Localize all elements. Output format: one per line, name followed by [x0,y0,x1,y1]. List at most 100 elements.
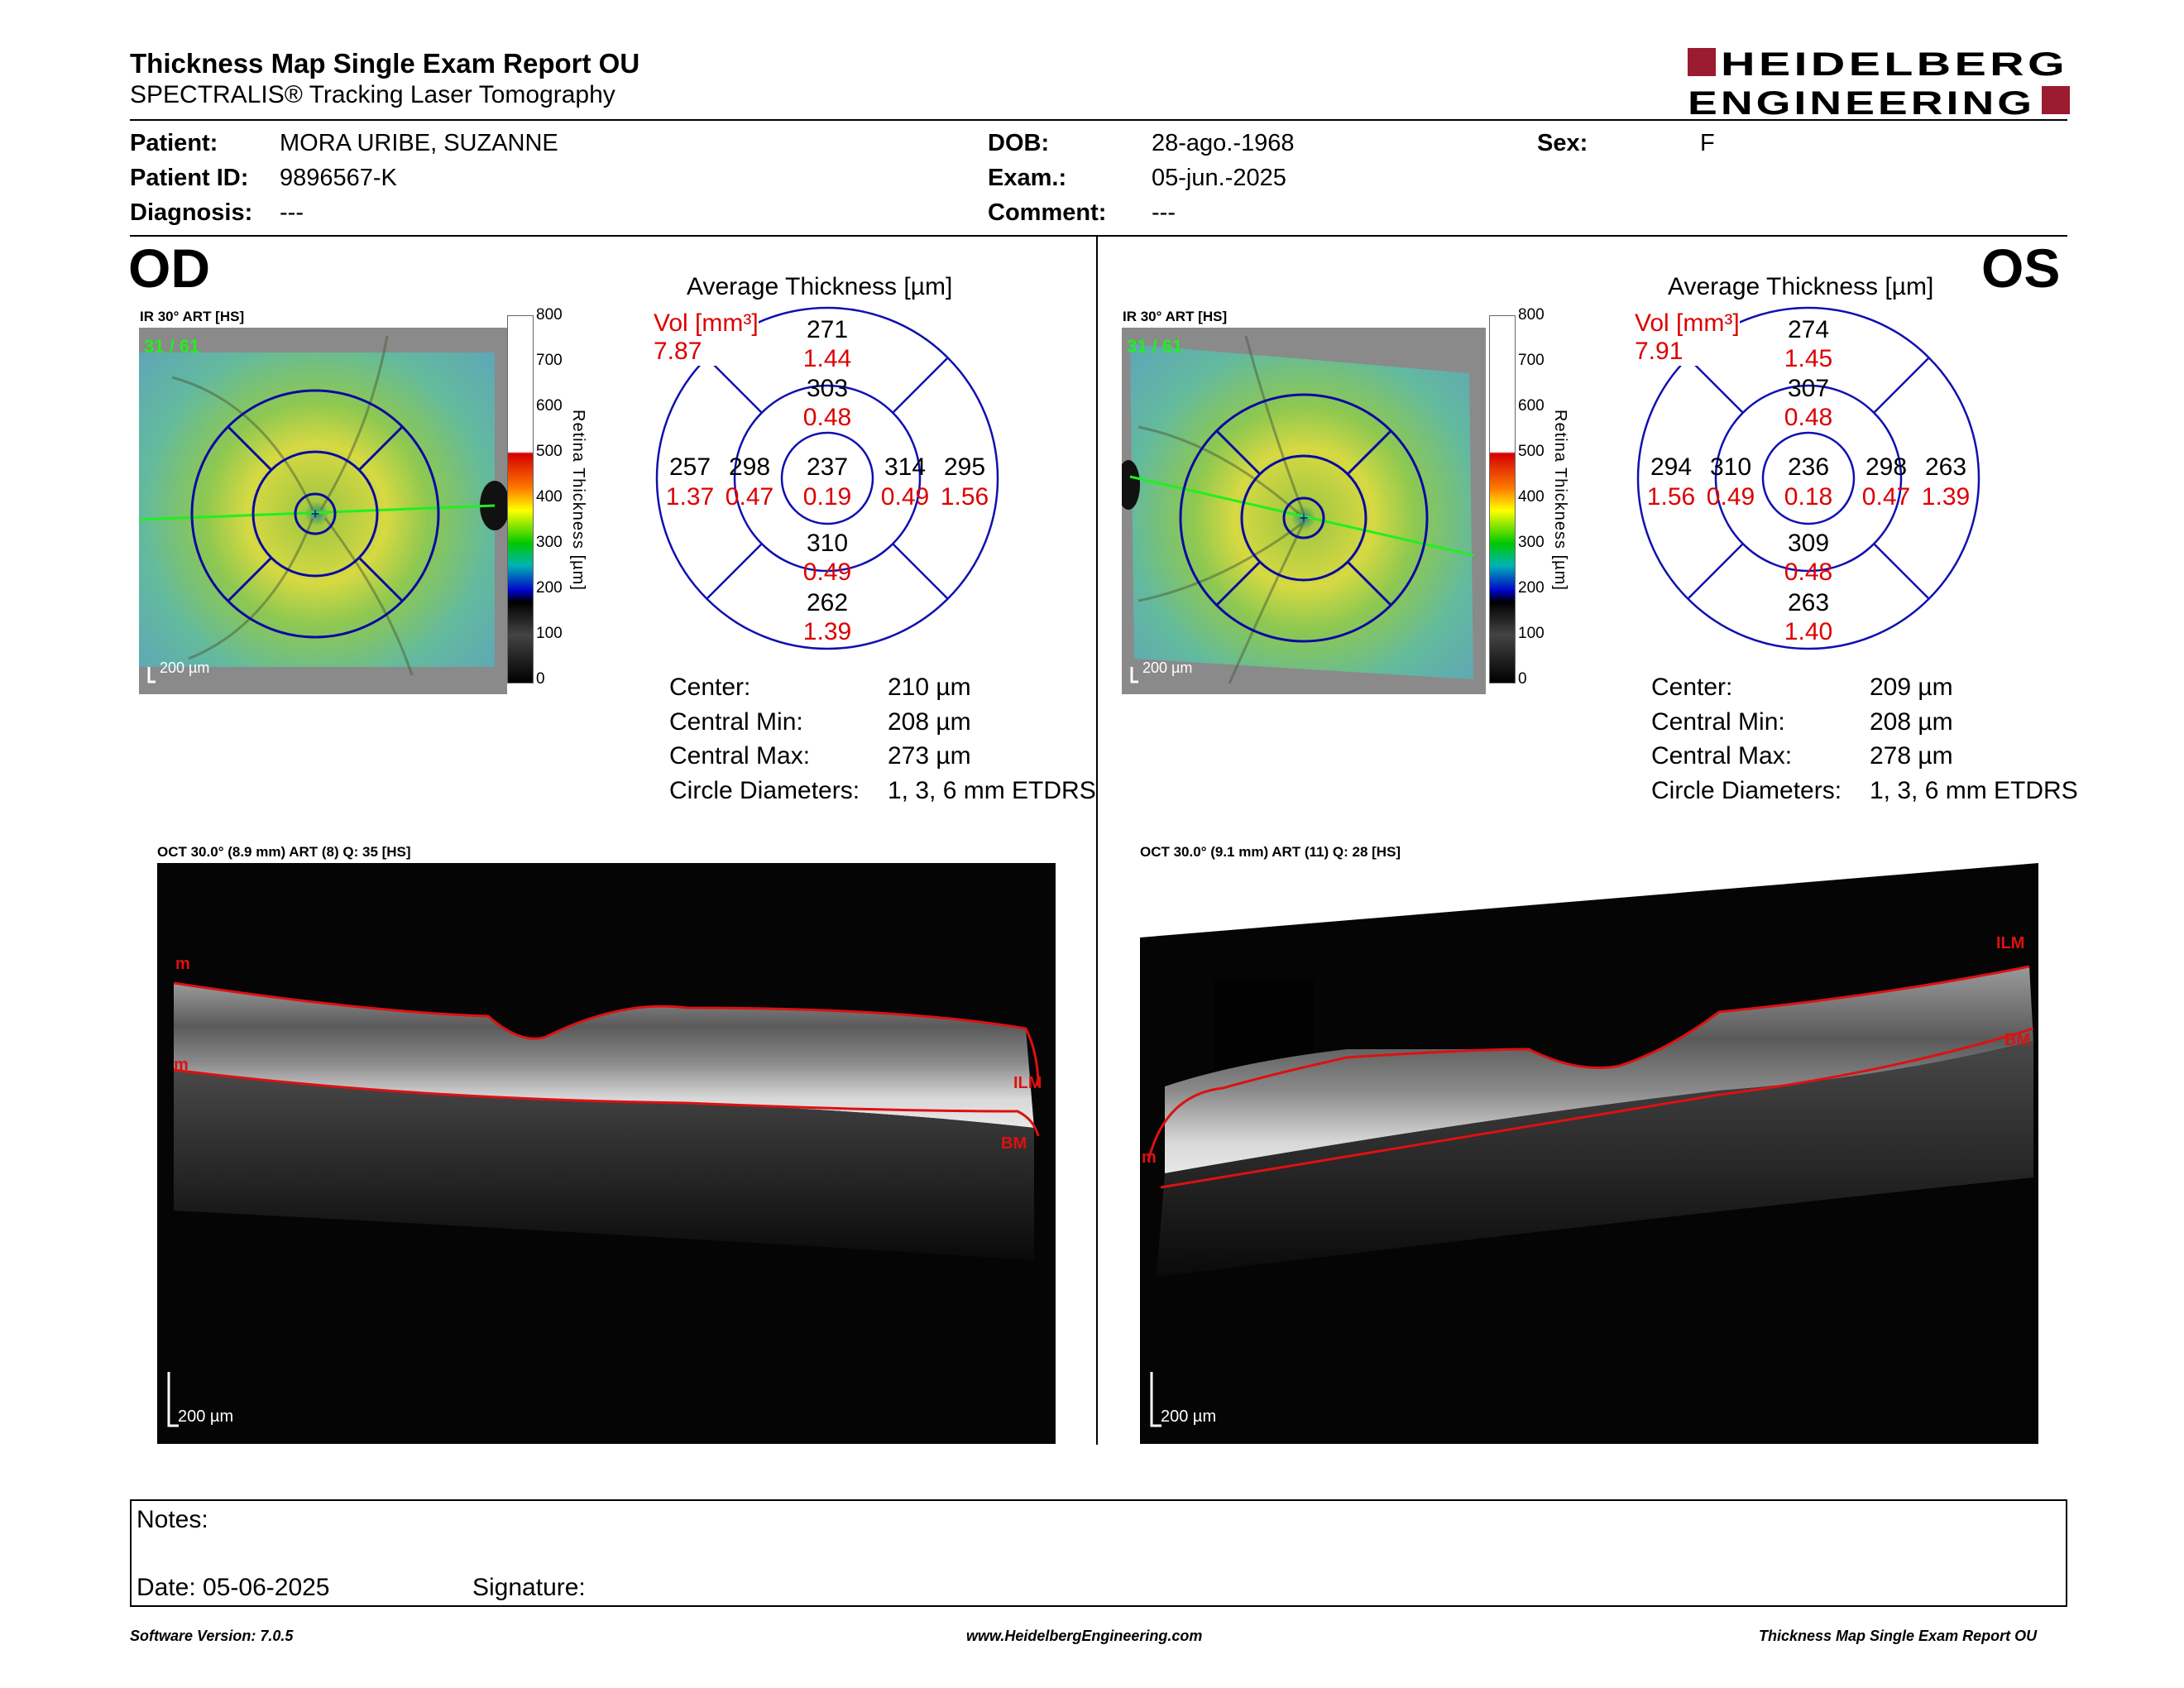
od-min-label: Central Min: [669,707,803,736]
patient-divider [130,235,2067,237]
os-thickness-map: + 31 / 61 200 µm [1122,328,1486,694]
os-vol-total: 7.91 [1635,338,1684,365]
logo-line1: HEIDELBERG [1721,46,2068,83]
od-outer-left-thk: 257 [669,453,711,481]
os-eye-label: OS [1981,237,2061,299]
logo-square-bottom [2042,86,2070,114]
os-scale-tick: 200 [1518,579,1545,597]
header-divider [130,119,2067,121]
od-inner-right-vol: 0.49 [881,483,929,511]
os-outer-left-thk: 294 [1650,453,1692,481]
od-scale-tick: 800 [536,306,563,324]
sex-value: F [1700,130,1715,156]
od-center-label: Center: [669,674,751,701]
od-scale-tick: 500 [536,443,563,460]
os-stats-values: 209 µm 208 µm 278 µm 1, 3, 6 mm ETDRS [1870,670,2078,808]
sex-label: Sex: [1537,130,1588,156]
os-inner-right-vol: 0.47 [1862,483,1910,511]
od-outer-inf-thk: 262 [807,589,848,616]
os-inner-left-vol: 0.49 [1707,483,1755,511]
od-eye-label: OD [128,237,210,299]
od-oct-scale: 200 µm [178,1407,233,1426]
od-outer-inf-vol: 1.39 [803,618,851,645]
date-label: Date: 05-06-2025 [136,1574,330,1601]
exam-value: 05-jun.-2025 [1152,165,1286,191]
os-vol-block: Vol [mm³] 7.91 [1635,309,1740,366]
comment-value: --- [1152,199,1176,226]
od-map-caption: IR 30° ART [HS] [140,309,245,324]
od-inner-sup-thk: 303 [807,375,848,402]
od-color-scale-bar [507,315,534,683]
os-oct-caption: OCT 30.0° (9.1 mm) ART (11) Q: 28 [HS] [1140,844,1401,860]
os-scale-tick: 800 [1518,306,1545,324]
diagnosis-value: --- [280,199,304,226]
signature-label: Signature: [472,1574,586,1601]
os-inner-right-thk: 298 [1866,453,1907,481]
od-scale-tick: 100 [536,625,563,642]
od-min-value: 208 µm [888,707,971,736]
heidelberg-logo: HEIDELBERG ENGINEERING [1688,46,2070,117]
exam-label: Exam.: [988,165,1067,191]
od-scale-tick: 600 [536,397,563,415]
os-map-counter: 31 / 61 [1127,336,1182,357]
os-outer-sup-thk: 274 [1788,316,1829,343]
os-outer-inf-thk: 263 [1788,589,1829,616]
os-inner-inf-vol: 0.48 [1784,559,1832,586]
os-max-value: 278 µm [1870,742,1953,770]
od-scale-tick: 400 [536,488,563,506]
od-inner-left-thk: 298 [729,453,770,481]
os-scale-tick: 500 [1518,443,1545,460]
od-vol-total: 7.87 [654,338,702,365]
os-oct-bm: BM [2004,1031,2030,1049]
os-scale-tick: 0 [1518,670,1527,688]
patient-id-label: Patient ID: [130,165,249,191]
os-outer-right-thk: 263 [1925,453,1966,481]
svg-text:+: + [1300,510,1309,526]
os-outer-left-vol: 1.56 [1647,483,1695,511]
od-inner-sup-vol: 0.48 [803,404,851,431]
od-etdrs-grid: 271 1.44 303 0.48 257 1.37 298 0.47 237 … [655,306,999,650]
os-scale-tick: 600 [1518,397,1545,415]
od-oct-m2: m [174,1056,189,1074]
od-outer-right-vol: 1.56 [941,483,989,511]
footer-report: Thickness Map Single Exam Report OU [1759,1628,2038,1644]
od-oct-caption: OCT 30.0° (8.9 mm) ART (8) Q: 35 [HS] [157,844,411,860]
os-inner-sup-thk: 307 [1788,375,1829,402]
od-vol-label: Vol [mm³] [654,309,759,337]
os-oct-ilm: ILM [1996,934,2024,952]
od-inner-left-vol: 0.47 [726,483,774,511]
notes-box[interactable]: Notes: Date: 05-06-2025 Signature: [130,1499,2067,1607]
footer-url[interactable]: www.HeidelbergEngineering.com [966,1628,1203,1644]
logo-square-top [1688,48,1716,76]
os-scale-tick: 100 [1518,625,1545,642]
patient-id: 9896567-K [280,165,397,191]
od-thickness-map: + 31 / 61 200 µm [139,328,507,694]
os-scale-tick: 700 [1518,352,1545,369]
patient-name: MORA URIBE, SUZANNE [280,130,558,156]
os-center-label: Center: [1651,674,1733,701]
os-oct-scan: ILM BM m 200 µm [1140,863,2038,1444]
os-scale-tick: 400 [1518,488,1545,506]
os-min-value: 208 µm [1870,707,1953,736]
os-inner-sup-vol: 0.48 [1784,404,1832,431]
os-center-thk: 236 [1788,453,1829,481]
os-inner-left-thk: 310 [1710,453,1751,481]
notes-label: Notes: [136,1506,208,1533]
od-diam-label: Circle Diameters: [669,776,860,804]
os-min-label: Central Min: [1651,707,1785,736]
os-map-scale: 200 µm [1142,659,1192,676]
od-scale-tick: 200 [536,579,563,597]
os-etdrs-grid: 274 1.45 307 0.48 294 1.56 310 0.49 236 … [1636,306,1980,650]
os-map-caption: IR 30° ART [HS] [1123,309,1228,324]
os-scale-tick: 300 [1518,534,1545,551]
os-color-scale-bar [1489,315,1516,683]
os-avg-title: Average Thickness [µm] [1668,273,1934,300]
od-inner-inf-vol: 0.49 [803,559,851,586]
diagnosis-label: Diagnosis: [130,199,253,226]
od-inner-inf-thk: 310 [807,530,848,557]
os-inner-inf-thk: 309 [1788,530,1829,557]
od-outer-right-thk: 295 [944,453,985,481]
report-subtitle: SPECTRALIS® Tracking Laser Tomography [130,81,615,108]
od-oct-scan: m m ILM BM 200 µm [157,863,1056,1444]
os-stats-labels: Center: Central Min: Central Max: Circle… [1651,670,1842,808]
